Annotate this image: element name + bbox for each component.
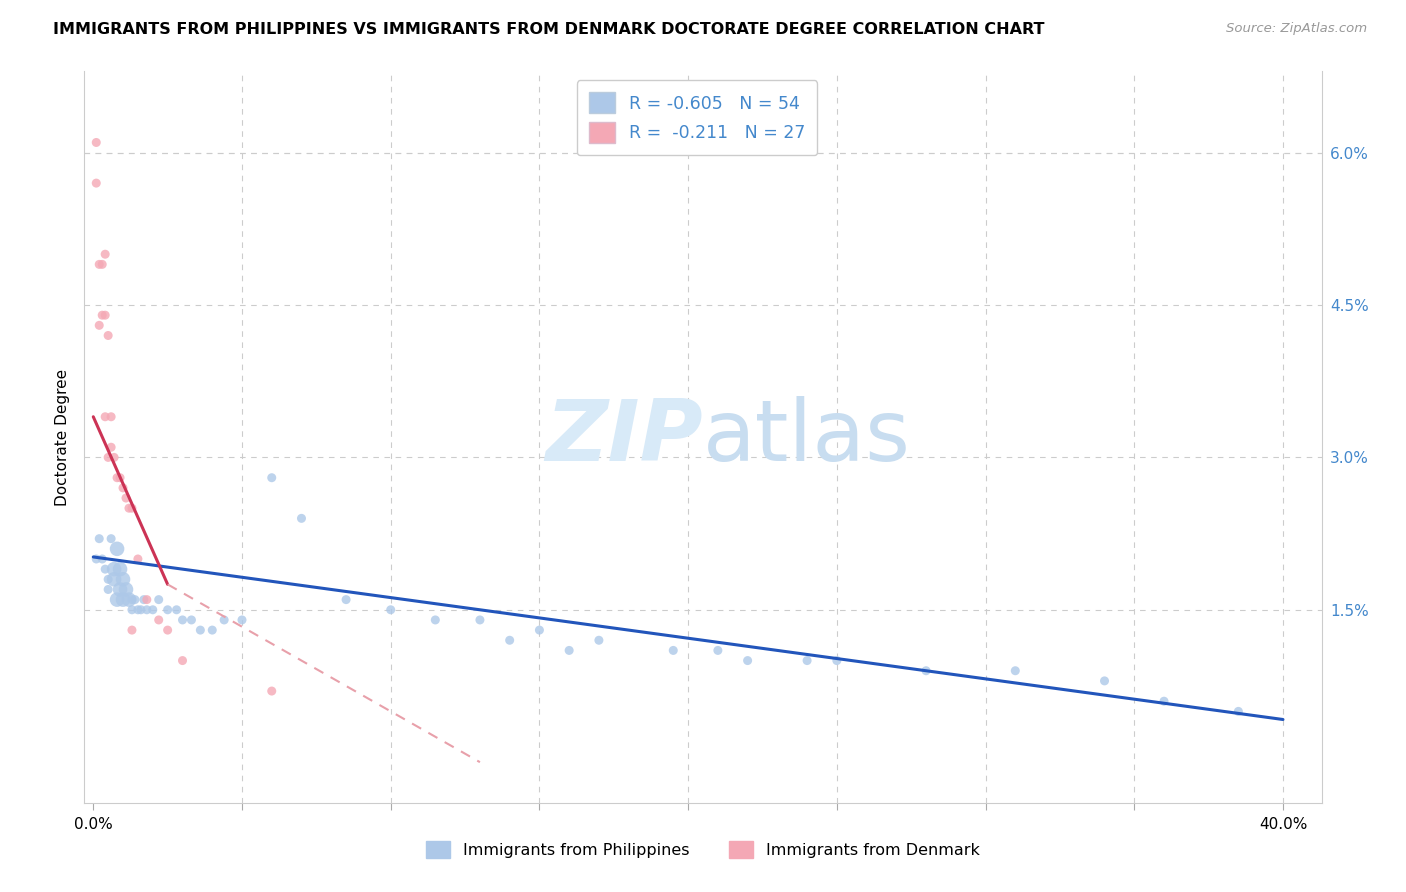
Point	[212, 613, 235, 627]
Point	[127, 603, 149, 617]
Point	[166, 603, 188, 617]
Point	[1094, 673, 1116, 688]
Point	[201, 623, 224, 637]
Point	[121, 501, 143, 516]
Point	[115, 491, 138, 505]
Point	[260, 684, 283, 698]
Point	[468, 613, 491, 627]
Point	[135, 592, 157, 607]
Point	[135, 603, 157, 617]
Point	[97, 450, 120, 465]
Point	[105, 471, 128, 485]
Point	[89, 318, 111, 333]
Point	[132, 592, 155, 607]
Point	[108, 582, 131, 597]
Point	[94, 308, 117, 322]
Text: atlas: atlas	[703, 395, 911, 479]
Point	[111, 592, 135, 607]
Point	[103, 562, 125, 576]
Point	[97, 582, 120, 597]
Point	[260, 471, 283, 485]
Point	[1227, 705, 1250, 719]
Point	[188, 623, 211, 637]
Text: Source: ZipAtlas.com: Source: ZipAtlas.com	[1226, 22, 1367, 36]
Point	[290, 511, 312, 525]
Point	[94, 562, 117, 576]
Point	[118, 501, 141, 516]
Point	[121, 623, 143, 637]
Point	[111, 572, 135, 586]
Point	[118, 592, 141, 607]
Point	[380, 603, 402, 617]
Point	[84, 136, 107, 150]
Point	[915, 664, 938, 678]
Point	[97, 572, 120, 586]
Point	[499, 633, 522, 648]
Point	[100, 532, 122, 546]
Y-axis label: Doctorate Degree: Doctorate Degree	[55, 368, 70, 506]
Point	[97, 328, 120, 343]
Point	[1153, 694, 1175, 708]
Point	[103, 450, 125, 465]
Point	[105, 541, 128, 556]
Point	[108, 471, 131, 485]
Point	[558, 643, 581, 657]
Point	[115, 582, 138, 597]
Point	[91, 552, 114, 566]
Point	[100, 440, 122, 454]
Point	[529, 623, 551, 637]
Point	[121, 603, 143, 617]
Point	[108, 562, 131, 576]
Point	[103, 572, 125, 586]
Point	[825, 654, 848, 668]
Point	[100, 409, 122, 424]
Point	[588, 633, 610, 648]
Point	[1004, 664, 1026, 678]
Point	[335, 592, 357, 607]
Point	[148, 613, 170, 627]
Point	[84, 552, 107, 566]
Legend: Immigrants from Philippines, Immigrants from Denmark: Immigrants from Philippines, Immigrants …	[420, 835, 986, 864]
Point	[142, 603, 165, 617]
Point	[121, 592, 143, 607]
Point	[172, 613, 194, 627]
Point	[148, 592, 170, 607]
Point	[91, 257, 114, 271]
Point	[105, 592, 128, 607]
Point	[111, 481, 135, 495]
Point	[89, 532, 111, 546]
Text: ZIP: ZIP	[546, 395, 703, 479]
Point	[231, 613, 253, 627]
Point	[156, 603, 179, 617]
Point	[737, 654, 759, 668]
Point	[89, 257, 111, 271]
Point	[129, 603, 152, 617]
Point	[94, 247, 117, 261]
Point	[94, 409, 117, 424]
Point	[707, 643, 730, 657]
Point	[425, 613, 447, 627]
Point	[84, 176, 107, 190]
Point	[662, 643, 685, 657]
Point	[796, 654, 818, 668]
Point	[127, 552, 149, 566]
Point	[156, 623, 179, 637]
Point	[91, 308, 114, 322]
Text: IMMIGRANTS FROM PHILIPPINES VS IMMIGRANTS FROM DENMARK DOCTORATE DEGREE CORRELAT: IMMIGRANTS FROM PHILIPPINES VS IMMIGRANT…	[53, 22, 1045, 37]
Point	[180, 613, 202, 627]
Point	[172, 654, 194, 668]
Point	[124, 592, 146, 607]
